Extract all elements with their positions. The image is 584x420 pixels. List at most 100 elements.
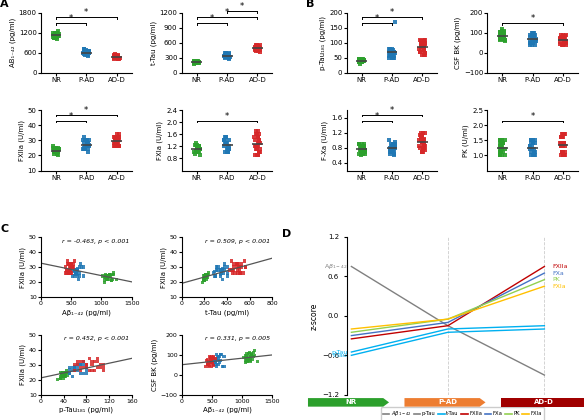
Point xyxy=(75,261,85,268)
Point xyxy=(51,32,61,39)
Point xyxy=(500,146,510,153)
Point xyxy=(225,55,234,61)
Point xyxy=(231,264,241,270)
Point xyxy=(194,143,204,150)
Point xyxy=(354,141,364,147)
Point xyxy=(202,274,211,281)
Point xyxy=(360,148,369,155)
Point xyxy=(496,146,506,153)
Point xyxy=(243,357,252,364)
Point xyxy=(208,360,217,367)
Point xyxy=(216,351,225,358)
Point xyxy=(359,144,369,151)
Point xyxy=(203,271,213,278)
Point xyxy=(530,32,539,38)
Text: *: * xyxy=(390,8,394,17)
Point xyxy=(496,34,505,41)
Point xyxy=(191,59,200,66)
Y-axis label: AB₁₋₄₂ (pg/ml): AB₁₋₄₂ (pg/ml) xyxy=(9,18,16,67)
Point xyxy=(251,143,260,150)
Point xyxy=(215,357,225,364)
Point xyxy=(526,32,535,38)
Point xyxy=(527,29,537,36)
Point xyxy=(49,147,58,154)
Point xyxy=(386,147,395,153)
Point xyxy=(76,364,85,371)
Point xyxy=(390,152,399,159)
Point xyxy=(190,59,199,66)
Point xyxy=(253,358,262,365)
Point xyxy=(76,361,85,368)
Point xyxy=(253,44,262,51)
Point xyxy=(419,38,429,45)
Point xyxy=(251,45,260,52)
Point xyxy=(354,56,364,63)
Point xyxy=(356,56,366,63)
Point xyxy=(525,143,534,150)
Point xyxy=(48,32,58,38)
Point xyxy=(359,57,369,63)
Point xyxy=(527,146,537,153)
Point xyxy=(496,146,505,153)
Point xyxy=(50,34,60,41)
Point xyxy=(207,358,217,365)
Point xyxy=(498,140,507,147)
Point xyxy=(194,143,204,150)
Point xyxy=(418,133,427,140)
Point xyxy=(63,257,72,264)
Point xyxy=(497,146,506,153)
Point xyxy=(387,144,396,151)
Point xyxy=(253,43,262,50)
Point xyxy=(354,58,363,65)
Point xyxy=(525,143,534,150)
Point xyxy=(87,361,96,368)
Text: *: * xyxy=(69,14,73,23)
Point xyxy=(495,37,505,43)
Point xyxy=(104,276,113,282)
Text: r = 0.452, p < 0.001: r = 0.452, p < 0.001 xyxy=(64,336,129,341)
Point xyxy=(105,271,114,278)
X-axis label: Aβ₁₋₄₂ (pg/ml): Aβ₁₋₄₂ (pg/ml) xyxy=(62,309,111,315)
Point xyxy=(82,364,91,371)
Point xyxy=(70,363,79,370)
Point xyxy=(495,28,505,35)
Point xyxy=(212,363,221,370)
Point xyxy=(96,364,105,371)
Point xyxy=(390,139,399,146)
Point xyxy=(385,48,394,55)
Point xyxy=(114,53,123,60)
Point xyxy=(60,370,69,377)
Point xyxy=(530,37,540,44)
Point xyxy=(223,270,232,276)
Point xyxy=(417,51,426,58)
Point xyxy=(530,149,539,156)
Point xyxy=(217,270,226,276)
Point xyxy=(193,146,203,153)
Point xyxy=(420,37,430,43)
Point xyxy=(82,361,91,368)
Point xyxy=(52,151,61,158)
Point xyxy=(79,370,88,377)
Point xyxy=(192,58,201,65)
Point xyxy=(102,273,111,279)
Point xyxy=(500,37,509,43)
Point xyxy=(358,150,367,157)
Point xyxy=(93,358,102,365)
Point xyxy=(416,39,426,46)
Point xyxy=(109,140,119,147)
Point xyxy=(561,143,570,150)
Point xyxy=(252,42,261,48)
Point xyxy=(530,137,539,144)
Point xyxy=(60,373,69,380)
Point xyxy=(190,60,199,67)
Point xyxy=(357,56,366,63)
Point xyxy=(66,270,75,276)
Point xyxy=(193,60,202,66)
Point xyxy=(82,140,92,147)
Point xyxy=(556,134,565,141)
Point xyxy=(213,357,222,364)
Point xyxy=(355,144,364,151)
Point xyxy=(51,34,60,40)
Point xyxy=(499,140,508,147)
Point xyxy=(79,273,88,279)
